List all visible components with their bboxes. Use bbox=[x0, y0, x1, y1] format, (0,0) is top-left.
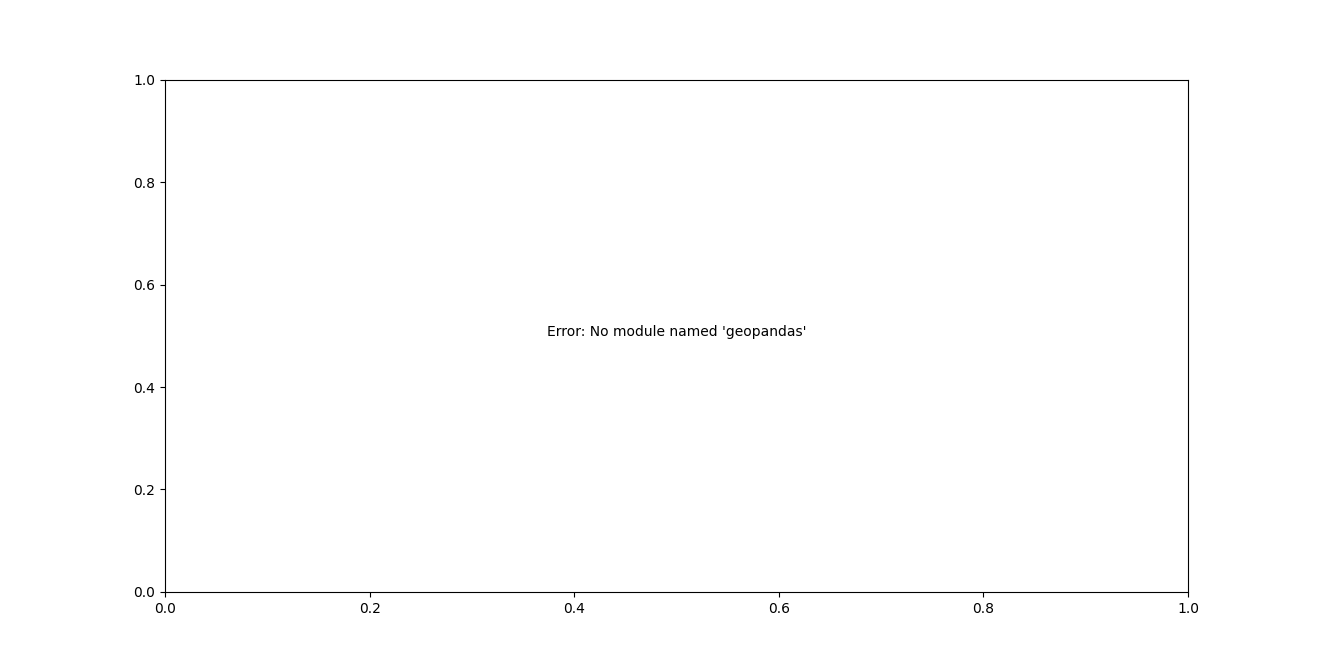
Text: Error: No module named 'geopandas': Error: No module named 'geopandas' bbox=[546, 325, 807, 339]
